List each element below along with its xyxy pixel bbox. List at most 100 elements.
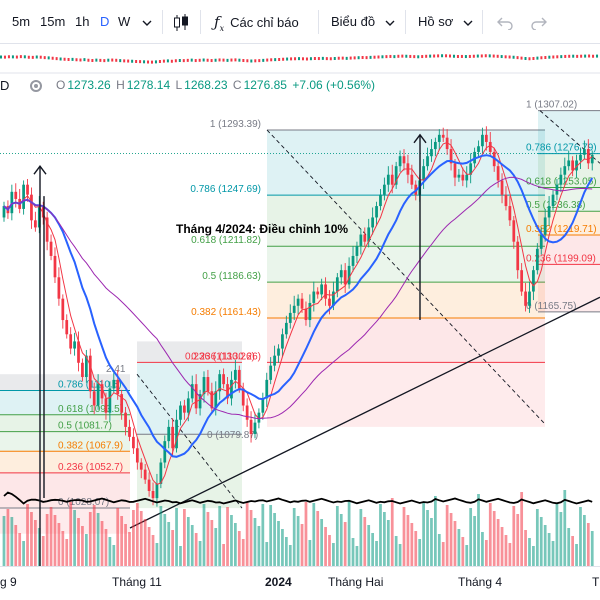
- navigator-mark: [218, 58, 221, 62]
- chart-type-button[interactable]: Biểu đồ: [331, 0, 395, 44]
- fib-set-3[interactable]: 1 (1293.39) 0.786 (1247.69) 0.618 (1211.82…: [190, 119, 545, 427]
- navigator-mark: [484, 54, 487, 58]
- candle-body: [539, 234, 543, 249]
- volume-bar: [547, 533, 551, 566]
- candle-body: [461, 174, 465, 181]
- candle-body: [508, 206, 512, 221]
- candle-body: [441, 134, 445, 138]
- navigator-strip[interactable]: [0, 44, 600, 74]
- timeframe-15m[interactable]: 15m: [40, 14, 66, 29]
- volume-bar: [288, 545, 292, 566]
- navigator-mark: [540, 56, 543, 60]
- navigator-mark: [182, 59, 185, 63]
- volume-bar: [426, 510, 429, 566]
- navigator-mark: [413, 55, 416, 59]
- volume-bar: [139, 511, 143, 566]
- navigator-mark: [210, 59, 213, 63]
- volume-bar: [14, 525, 18, 566]
- candle-body: [528, 291, 531, 306]
- undo-button[interactable]: [497, 0, 513, 44]
- volume-bar: [414, 531, 418, 566]
- fib-level-label: 0.5 (1236.38): [526, 200, 586, 211]
- candle-body: [175, 419, 178, 449]
- candle-body: [10, 191, 14, 214]
- volume-bar: [524, 530, 527, 566]
- volume-bar: [73, 510, 76, 566]
- volume-bar: [477, 494, 480, 566]
- fib-trend-dashed-line[interactable]: [266, 129, 546, 425]
- candle-body: [469, 163, 473, 175]
- visibility-toggle-icon[interactable]: [30, 80, 42, 92]
- volume-bar: [183, 509, 186, 566]
- navigator-mark: [512, 55, 515, 59]
- navigator-mark: [496, 54, 499, 58]
- time-axis[interactable]: g 9 Tháng 11 2024 Tháng Hai Tháng 4 T: [0, 566, 600, 600]
- timeframe-dropdown[interactable]: [142, 0, 152, 44]
- navigator-mark: [381, 55, 384, 59]
- candle-body: [128, 426, 131, 437]
- x-tick-label: T: [592, 575, 600, 589]
- navigator-mark: [353, 56, 356, 60]
- fib-band: [267, 362, 545, 427]
- volume-bar: [253, 518, 257, 566]
- volume-bar: [10, 517, 14, 566]
- timeframe-1h[interactable]: 1h: [75, 14, 90, 29]
- redo-button[interactable]: [531, 0, 547, 44]
- volume-bar: [355, 546, 359, 566]
- volume-bar: [269, 505, 273, 566]
- navigator-mark: [198, 58, 201, 62]
- volume-bar: [386, 520, 390, 566]
- volume-bar: [88, 512, 92, 566]
- candle-body: [430, 149, 433, 157]
- candle-body: [292, 305, 296, 313]
- volume-bar: [418, 539, 422, 566]
- timeframe-w[interactable]: W: [118, 14, 131, 29]
- navigator-mark: [147, 60, 150, 64]
- navigator-mark: [127, 59, 130, 63]
- navigator-mark: [262, 58, 265, 62]
- navigator-mark: [452, 54, 455, 58]
- candle-body: [308, 302, 312, 321]
- volume-bar: [332, 543, 335, 566]
- candle-body: [316, 291, 320, 295]
- navigator-mark: [445, 54, 448, 58]
- volume-bar: [151, 535, 155, 566]
- candle-body: [163, 441, 167, 463]
- candle-body: [583, 149, 586, 155]
- candle-body: [222, 374, 225, 385]
- volume-bar: [69, 502, 73, 566]
- fib-trend-dashed-line[interactable]: [539, 110, 600, 164]
- candle-body: [104, 398, 108, 413]
- timeframe-d[interactable]: D: [100, 14, 110, 29]
- fib-level-label: 0.382 (1067.9): [58, 440, 123, 451]
- navigator-mark: [55, 57, 58, 61]
- change-value: +7.06 (+0.56%): [292, 78, 376, 92]
- navigator-mark: [389, 54, 392, 58]
- candle-body: [30, 194, 33, 221]
- indicators-button[interactable]: ƒx Các chỉ báo: [214, 0, 299, 44]
- navigator-mark: [544, 56, 547, 59]
- volume-bar: [496, 519, 500, 566]
- navigator-mark: [441, 54, 444, 58]
- volume-bar: [49, 507, 53, 566]
- volume-bar: [512, 506, 516, 566]
- navigator-mark: [472, 54, 475, 58]
- navigator-mark: [417, 55, 420, 59]
- navigator-mark: [369, 55, 372, 59]
- chart-annotation[interactable]: Tháng 4/2024: Điều chỉnh 10%: [176, 222, 348, 236]
- profile-button[interactable]: Hồ sơ: [418, 0, 473, 44]
- navigator-mark: [456, 55, 459, 58]
- volume-bar: [245, 502, 249, 566]
- chart-style-button[interactable]: [172, 0, 190, 44]
- fib-set-4[interactable]: 1 (1307.02)0.786 (1276.79)0.618 (1253.05…: [526, 100, 600, 313]
- price-chart[interactable]: 0.786 (1110.5)0.618 (1093.5)0.5 (1081.7)…: [0, 96, 600, 566]
- candle-body: [281, 334, 284, 349]
- fib-level-label: 0.618 (1093.5): [58, 404, 123, 415]
- timeframe-5m[interactable]: 5m: [12, 14, 31, 29]
- high-key: H: [116, 78, 125, 92]
- navigator-mark: [377, 55, 380, 59]
- volume-bar: [339, 514, 343, 566]
- navigator-mark: [266, 58, 269, 62]
- fib-trend-dashed-line[interactable]: [136, 373, 243, 509]
- uptrend-line[interactable]: [129, 296, 600, 529]
